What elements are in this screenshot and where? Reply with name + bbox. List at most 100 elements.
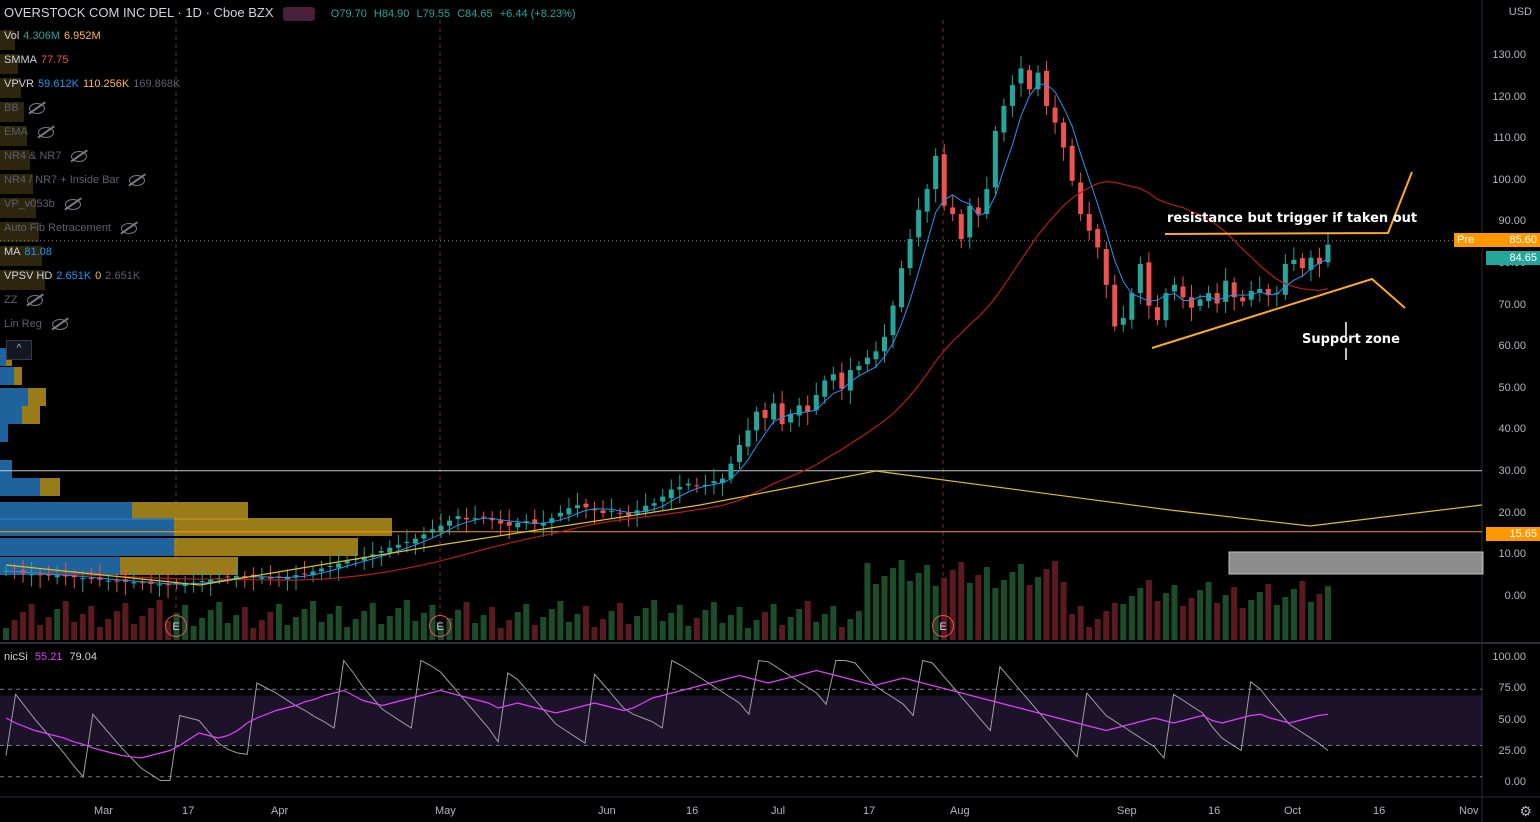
rsi-tick: 50.00 — [1498, 713, 1526, 726]
volume-bar — [11, 620, 18, 640]
hidden-eye-icon[interactable] — [64, 198, 81, 210]
indicator-row[interactable]: Vol 4.306M 6.952M — [4, 30, 105, 42]
indicator-row[interactable]: NR4 / NR7 + Inside Bar — [4, 174, 149, 186]
candle-body — [617, 512, 623, 514]
time-tick: 17 — [863, 805, 876, 817]
indicator-value: 59.612K — [37, 78, 79, 90]
pre-price: 85.60 — [1509, 234, 1537, 246]
volume-profile-bar — [0, 406, 22, 424]
indicator-row[interactable]: SMMA 77.75 — [4, 54, 73, 66]
interval[interactable]: 1D — [185, 5, 202, 20]
hidden-eye-icon[interactable] — [51, 318, 68, 330]
candle-body — [242, 576, 248, 577]
candle-body — [609, 511, 615, 513]
volume-bar — [830, 606, 837, 640]
volume-bar — [199, 618, 206, 640]
candle-body — [771, 403, 777, 420]
candle-body — [557, 512, 563, 517]
hidden-eye-icon[interactable] — [129, 174, 146, 186]
indicator-row[interactable]: BB — [4, 102, 49, 114]
earnings-marker[interactable]: E — [932, 615, 954, 637]
volume-bar — [1290, 589, 1297, 640]
volume-bar — [523, 604, 530, 640]
volume-bar — [292, 617, 299, 640]
hidden-eye-icon[interactable] — [37, 126, 54, 138]
volume-bar — [1052, 561, 1059, 640]
ma-line — [5, 83, 1329, 585]
symbol-name[interactable]: OVERSTOCK COM INC DEL — [4, 5, 174, 20]
volume-bar — [898, 560, 905, 640]
hidden-eye-icon[interactable] — [27, 294, 44, 306]
indicator-row[interactable]: NR4 & NR7 — [4, 150, 91, 162]
volume-bar — [386, 616, 393, 640]
collapse-legend-button[interactable]: ^ — [6, 340, 32, 360]
hidden-eye-icon[interactable] — [28, 102, 45, 114]
candle-body — [668, 489, 674, 499]
indicator-row[interactable]: Auto Fib Retracement — [4, 222, 141, 234]
volume-bar — [625, 624, 632, 640]
indicator-row[interactable]: ZZ — [4, 294, 47, 306]
price-tick: 20.00 — [1498, 506, 1526, 519]
candle-body — [1265, 288, 1271, 296]
candle-body — [626, 512, 632, 516]
volume-bar — [1256, 592, 1263, 640]
volume-bar — [710, 602, 717, 640]
candle-body — [1299, 258, 1305, 269]
indicator-row[interactable]: Lin Reg — [4, 318, 72, 330]
indicator-row[interactable]: EMA — [4, 126, 58, 138]
indicator-row[interactable]: VPSV HD 2.651K 0 2.651K — [4, 270, 144, 282]
earnings-marker[interactable]: E — [429, 615, 451, 637]
low-value: L79.55 — [416, 8, 451, 20]
candle-body — [1291, 259, 1297, 264]
price-tick: 10.00 — [1498, 548, 1526, 561]
volume-bar — [745, 628, 752, 640]
rsi-tick: 75.00 — [1498, 682, 1526, 695]
candle-body — [754, 411, 760, 431]
candle-body — [779, 403, 785, 425]
volume-bar — [949, 570, 956, 640]
candle-body — [506, 521, 512, 526]
volume-profile-bar — [0, 348, 6, 366]
volume-profile-bar — [0, 198, 36, 218]
volume-bar — [634, 616, 641, 640]
volume-profile-bar — [0, 174, 33, 194]
candle-body — [634, 510, 640, 514]
volume-bar — [1205, 582, 1212, 640]
candle-body — [958, 214, 964, 240]
settings-gear-icon[interactable]: ⚙ — [1519, 803, 1532, 819]
time-tick: 16 — [686, 805, 699, 817]
volume-bar — [1103, 611, 1110, 640]
hidden-eye-icon[interactable] — [71, 150, 88, 162]
candle-body — [719, 478, 725, 483]
time-tick: 16 — [1208, 805, 1221, 817]
candle-body — [660, 496, 666, 502]
candle-body — [600, 510, 606, 514]
candle-body — [233, 576, 239, 579]
candle-body — [37, 574, 43, 576]
candle-body — [685, 483, 691, 486]
volume-bar — [344, 627, 351, 640]
indicator-row[interactable]: MA 81.08 — [4, 246, 56, 258]
candle-body — [302, 573, 308, 575]
volume-bar — [796, 609, 803, 640]
hidden-eye-icon[interactable] — [121, 222, 137, 234]
currency-label[interactable]: USD — [1508, 6, 1532, 18]
rsi-name[interactable]: nicSi — [4, 651, 28, 663]
candle-body — [916, 209, 922, 238]
indicator-value: 2.651K — [105, 270, 141, 282]
candle-body — [1171, 284, 1177, 292]
candle-body — [1086, 214, 1092, 231]
volume-bar — [642, 608, 649, 640]
indicator-row[interactable]: VPVR 59.612K 110.256K 169.868K — [4, 78, 184, 90]
earnings-marker[interactable]: E — [165, 615, 187, 637]
indicator-row[interactable]: VP_v053b — [4, 198, 85, 210]
volume-bar — [37, 625, 44, 640]
volume-bar — [1248, 600, 1255, 640]
candle-body — [1061, 122, 1067, 148]
volume-bar — [1069, 614, 1076, 640]
candle-body — [1112, 284, 1118, 327]
volume-bar — [352, 619, 359, 640]
volume-bar — [958, 562, 965, 640]
indicator-value: 81.08 — [24, 246, 53, 258]
